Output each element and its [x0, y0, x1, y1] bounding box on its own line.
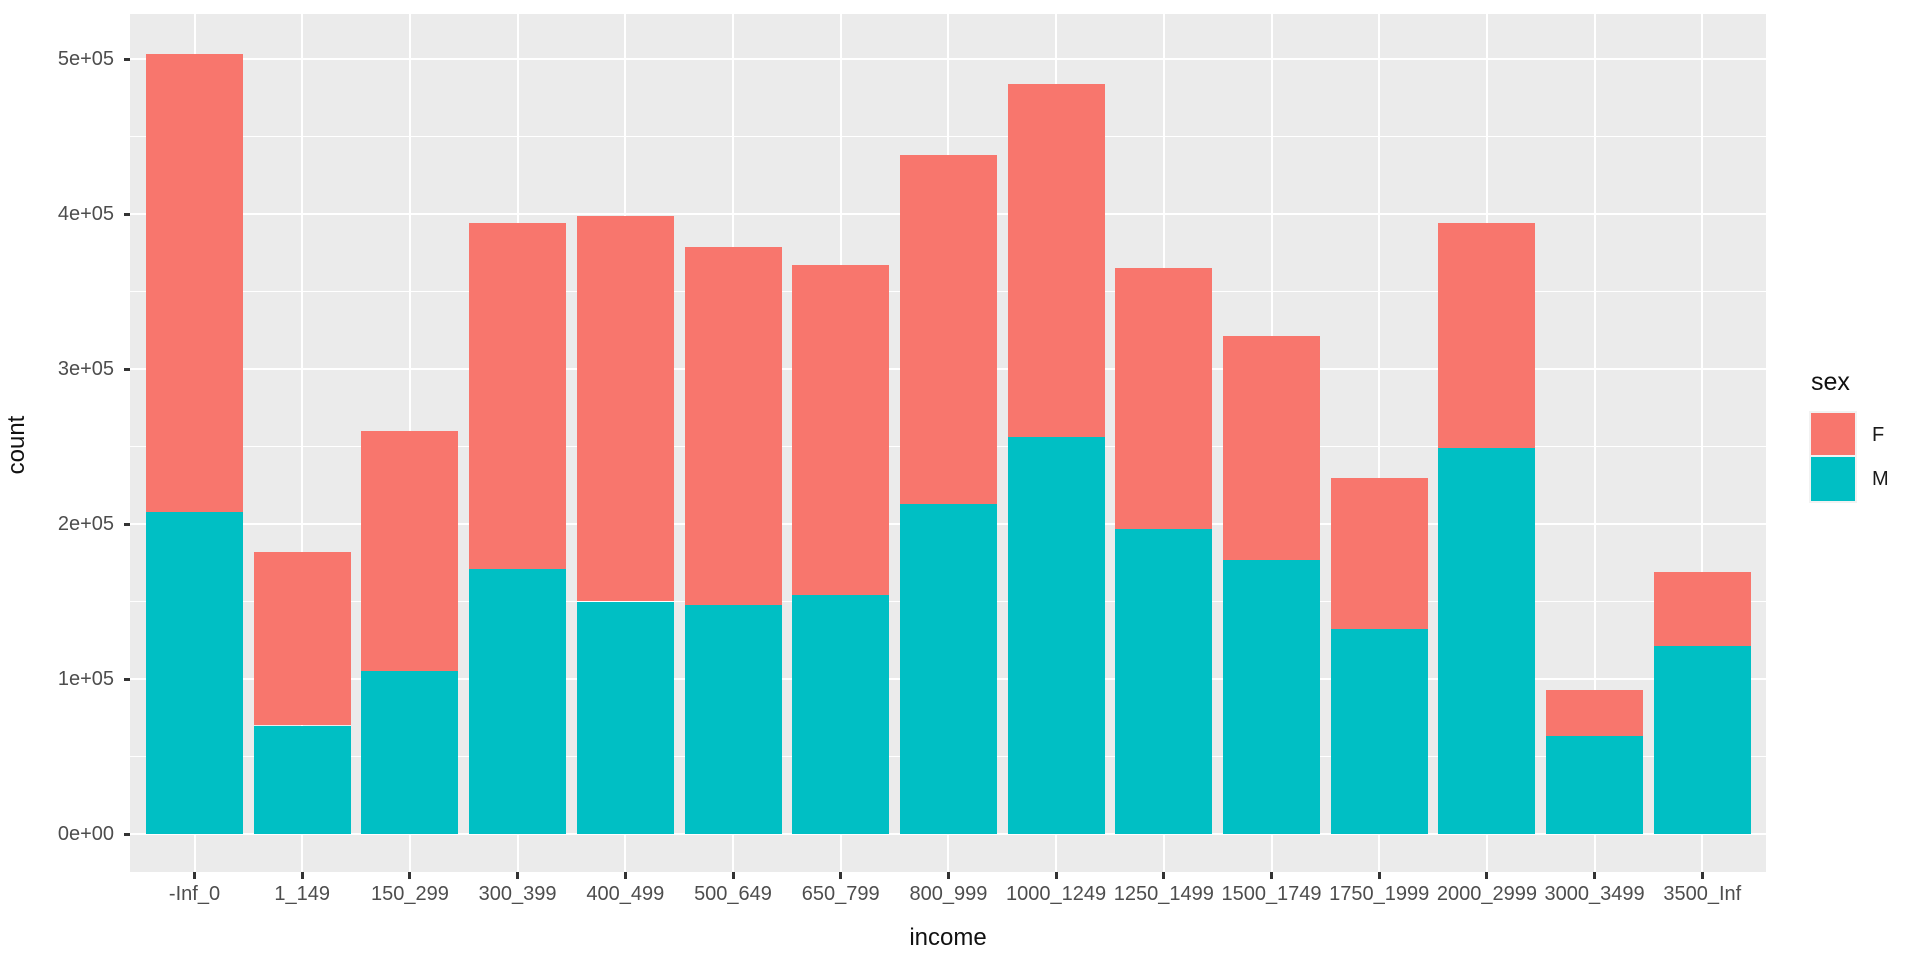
x-tick-mark: [193, 872, 196, 879]
bar-segment-m-150_299: [361, 671, 459, 834]
legend-entry-label: M: [1872, 468, 1889, 490]
x-tick-label: 150_299: [370, 883, 449, 905]
legend-entry-m: M: [1809, 455, 1920, 503]
legend-entry-f: F: [1809, 411, 1920, 459]
bar-segment-m-1000_1249: [1007, 437, 1105, 834]
bar-segment-m-3000_3499: [1546, 736, 1644, 834]
x-tick-label: 1750_1999: [1329, 883, 1430, 905]
bar-segment-f-3000_3499: [1546, 689, 1644, 737]
y-tick-label: 1e+05: [57, 668, 114, 690]
bar-segment-m-1_149: [253, 725, 351, 834]
bar-segment-m-1750_1999: [1330, 629, 1428, 834]
bar-segment-m-1500_1749: [1223, 559, 1320, 834]
bar-segment-m-400_499: [576, 601, 674, 834]
y-tick-mark: [124, 522, 130, 526]
bar-segment-m-300_399: [469, 568, 567, 834]
y-tick-mark: [124, 367, 130, 371]
bar-segment-f-2000_2999: [1438, 223, 1536, 449]
x-tick-mark: [1700, 872, 1704, 879]
y-tick-label: 5e+05: [57, 48, 114, 70]
x-tick-label: 1250_1499: [1113, 883, 1214, 905]
legend-title: sex: [1811, 368, 1850, 396]
y-tick-label: 2e+05: [57, 513, 114, 535]
bar-segment-m-800_999: [899, 503, 997, 834]
x-tick-label: 800_999: [909, 883, 988, 905]
x-tick-mark: [1377, 872, 1381, 879]
bar-segment-f-400_499: [576, 215, 674, 602]
bar-segment-f-800_999: [899, 155, 997, 504]
x-tick-mark: [516, 872, 520, 879]
bar-segment-f--Inf_0: [146, 54, 243, 512]
x-tick-mark: [300, 872, 304, 879]
x-tick-label: 500_649: [694, 883, 772, 905]
bar-segment-m-3500_Inf: [1653, 646, 1751, 834]
x-tick-mark: [1270, 872, 1273, 879]
bar-segment-f-150_299: [361, 431, 459, 672]
bar-segment-f-650_799: [792, 265, 890, 596]
x-tick-label: 400_499: [586, 883, 665, 905]
plot-panel: [130, 14, 1766, 872]
y-axis-title: count: [3, 415, 30, 475]
y-tick-label: 3e+05: [57, 358, 114, 380]
y-tick-mark: [124, 832, 130, 836]
x-tick-mark: [1162, 872, 1166, 879]
y-tick-label: 0e+00: [57, 823, 114, 845]
x-tick-label: -Inf_0: [168, 883, 221, 905]
legend-key-swatch: [1809, 455, 1857, 503]
x-tick-mark: [1485, 872, 1489, 879]
x-tick-mark: [1593, 872, 1597, 879]
x-tick-mark: [731, 872, 735, 879]
legend-key-swatch: [1809, 411, 1857, 459]
gridline-major-v: [1378, 14, 1381, 872]
bar-segment-m--Inf_0: [146, 511, 243, 834]
bar-segment-m-650_799: [792, 595, 890, 834]
x-tick-label: 3000_3499: [1544, 883, 1645, 905]
y-tick-mark: [124, 677, 130, 681]
bar-segment-f-1_149: [253, 551, 351, 726]
x-axis-title: income: [909, 924, 987, 951]
y-tick-label: 4e+05: [57, 203, 114, 225]
x-tick-label: 1_149: [274, 883, 330, 905]
legend-entry-label: F: [1872, 424, 1885, 446]
bar-segment-m-500_649: [684, 604, 782, 834]
x-tick-label: 1000_1249: [1006, 883, 1107, 905]
gridline-major-v: [1701, 14, 1704, 872]
bar-segment-f-1500_1749: [1223, 336, 1320, 560]
gridline-major-v: [301, 14, 304, 872]
y-tick-mark: [124, 212, 130, 216]
bar-segment-f-1000_1249: [1007, 83, 1105, 438]
y-tick-mark: [124, 57, 130, 61]
x-tick-label: 2000_2999: [1436, 883, 1537, 905]
bar-segment-f-300_399: [469, 223, 567, 569]
x-tick-label: 650_799: [801, 883, 880, 905]
x-tick-mark: [946, 872, 950, 879]
x-tick-mark: [408, 872, 412, 879]
gridline-major-v: [1593, 14, 1596, 872]
x-tick-label: 3500_Inf: [1663, 883, 1742, 905]
bar-segment-f-500_649: [684, 246, 782, 605]
x-tick-label: 1500_1749: [1221, 883, 1322, 905]
x-tick-mark: [1054, 872, 1058, 879]
bar-segment-m-1250_1499: [1115, 528, 1213, 834]
bar-segment-m-2000_2999: [1438, 448, 1536, 834]
bar-segment-f-1750_1999: [1330, 477, 1428, 630]
bar-segment-f-1250_1499: [1115, 268, 1213, 529]
x-tick-mark: [839, 872, 843, 879]
x-tick-label: 300_399: [478, 883, 557, 905]
bar-segment-f-3500_Inf: [1653, 572, 1751, 647]
x-tick-mark: [623, 872, 627, 879]
